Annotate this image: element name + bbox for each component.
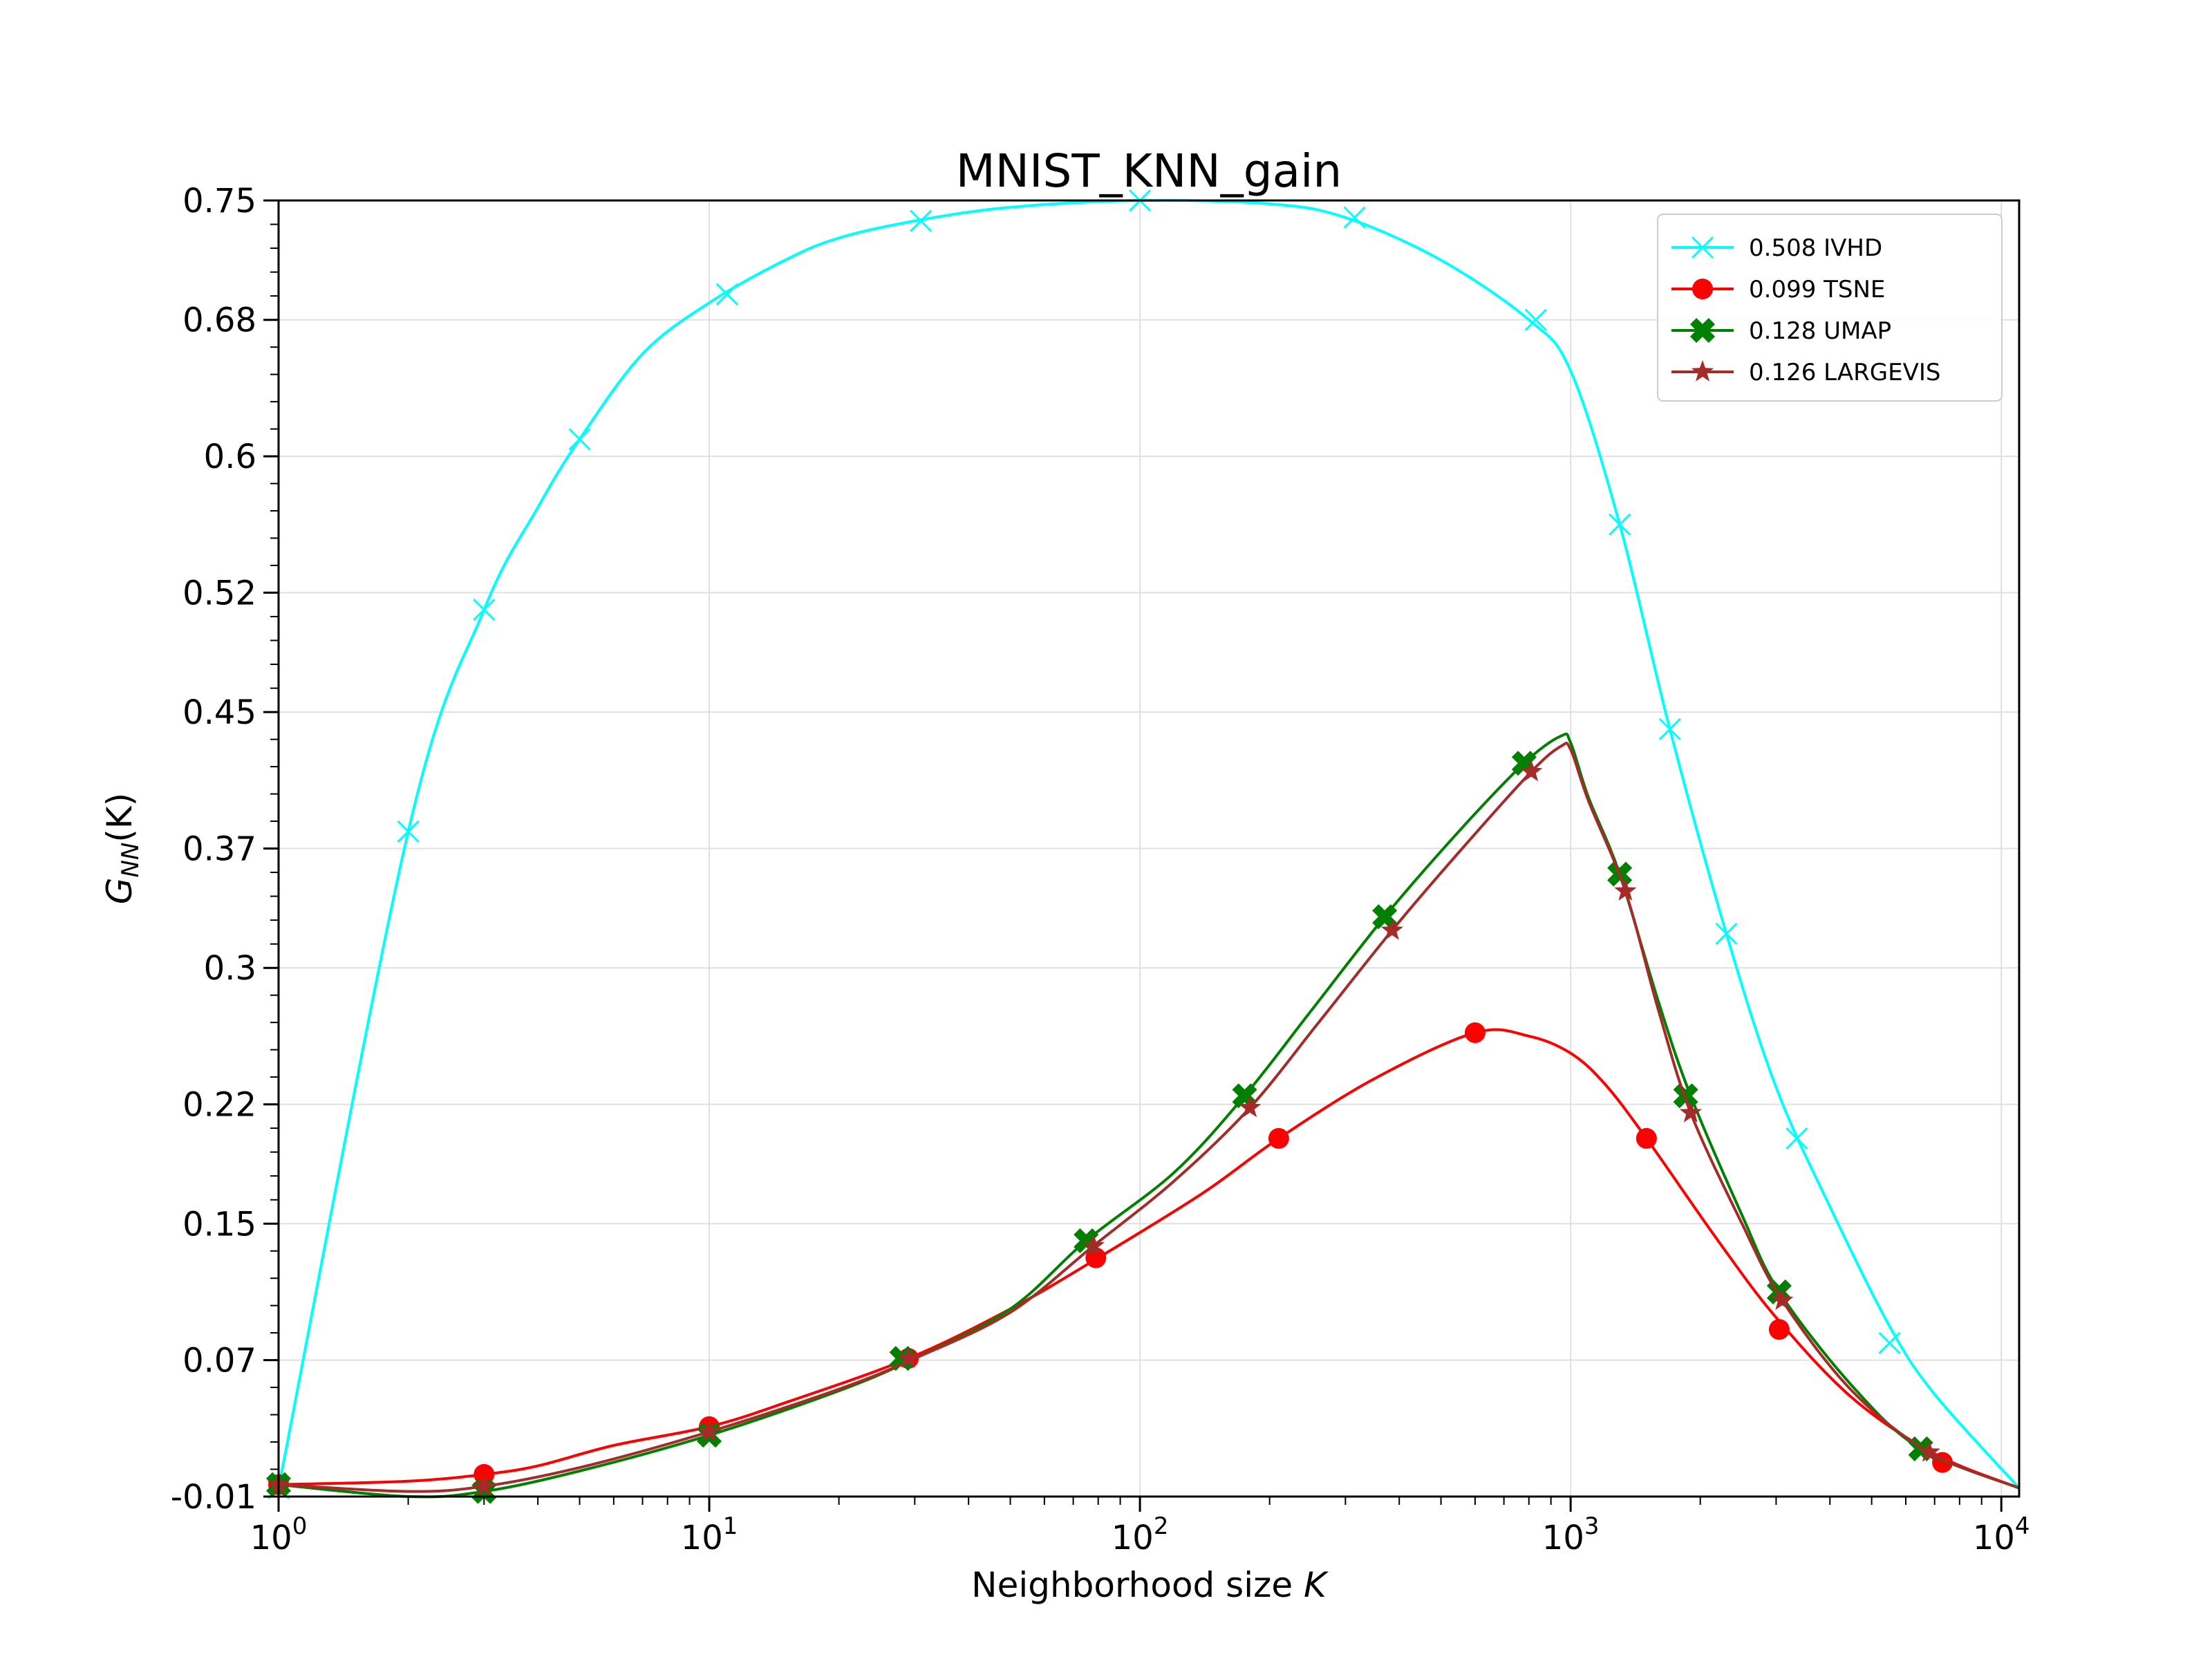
- plot-series: [265, 189, 2021, 1504]
- y-axis-title-subscript: NN: [117, 843, 144, 878]
- series-point: [397, 820, 420, 843]
- legend-label: 0.099 TSNE: [1749, 276, 1885, 303]
- series-point: [1679, 1100, 1702, 1123]
- x-axis-title-prefix: Neighborhood size: [971, 1565, 1304, 1605]
- series-point: [474, 1463, 495, 1485]
- series-0: [267, 189, 2021, 1499]
- legend-entry-3: 0.126 LARGEVIS: [1671, 359, 1940, 386]
- series-point: [1614, 879, 1637, 901]
- series-point: [1609, 513, 1631, 536]
- series-point: [697, 1420, 721, 1441]
- legend-box: [1657, 214, 2003, 402]
- legend-swatch-marker: [1689, 317, 1716, 344]
- series-line: [278, 1028, 2020, 1490]
- y-tick-label: 0.22: [182, 1086, 256, 1125]
- legend-swatch-marker: [1692, 279, 1713, 299]
- series-point: [1635, 1127, 1657, 1149]
- y-axis-title: GNN(K): [100, 793, 144, 904]
- y-tick-label: 0.75: [182, 182, 256, 221]
- series-point: [897, 1347, 920, 1368]
- y-tick-label: 0.45: [182, 693, 256, 732]
- y-tick-label: 0.15: [182, 1205, 256, 1244]
- series-point: [1524, 308, 1547, 331]
- series-point: [1768, 1319, 1790, 1340]
- legend-entry-0: 0.508 IVHD: [1671, 234, 1882, 262]
- x-tick-label: 103: [1542, 1512, 1600, 1557]
- series-point: [1715, 922, 1738, 945]
- axes: 100 101 102 103 104 -0.01 0.07 0.15 0.22 0.3 0.37 0…: [171, 182, 2030, 1557]
- series-point: [473, 599, 496, 621]
- y-tick-label: -0.01: [171, 1478, 256, 1517]
- legend-label: 0.508 IVHD: [1749, 234, 1882, 262]
- series-point: [715, 283, 738, 306]
- series-point: [473, 1474, 496, 1496]
- legend: 0.508 IVHD 0.099 TSNE 0.128 UMAP 0.126 LARG…: [1657, 214, 2003, 402]
- series-point: [910, 209, 932, 232]
- series-point: [568, 428, 591, 451]
- x-tick-label: 102: [1112, 1512, 1169, 1557]
- series-point: [1464, 1022, 1485, 1043]
- series-point: [1878, 1331, 1901, 1355]
- legend-label: 0.126 LARGEVIS: [1749, 359, 1940, 386]
- x-tick-label: 104: [1973, 1512, 2030, 1557]
- x-tick-label: 100: [250, 1512, 308, 1557]
- legend-label: 0.128 UMAP: [1749, 317, 1891, 345]
- series-point: [1268, 1127, 1289, 1149]
- y-tick-label: 0.68: [182, 301, 256, 340]
- series-point: [1082, 1234, 1105, 1256]
- y-tick-label: 0.07: [182, 1342, 256, 1380]
- series-point: [1343, 206, 1366, 229]
- series-point: [1918, 1440, 1940, 1462]
- series-point: [1658, 718, 1681, 740]
- legend-swatch-marker: [1691, 236, 1714, 259]
- series-point: [1239, 1096, 1262, 1118]
- series-point: [1085, 1247, 1107, 1268]
- series-point: [1771, 1288, 1794, 1310]
- x-tick-label: 101: [681, 1512, 738, 1557]
- series-line: [277, 198, 2021, 1490]
- legend-entry-2: 0.128 UMAP: [1671, 317, 1891, 345]
- y-tick-label: 0.52: [182, 574, 256, 612]
- y-axis-title-main: G: [100, 877, 140, 904]
- x-axis-title: Neighborhood size K: [971, 1565, 1329, 1605]
- legend-entry-1: 0.099 TSNE: [1671, 276, 1885, 303]
- y-tick-label: 0.3: [204, 949, 256, 988]
- series-point: [1520, 760, 1543, 782]
- x-axis-title-variable: K: [1304, 1565, 1329, 1605]
- chart-title: MNIST_KNN_gain: [956, 144, 1342, 198]
- series-point: [1380, 918, 1403, 940]
- legend-swatch-marker: [1691, 360, 1714, 382]
- y-axis-title-argument: (K): [100, 793, 140, 843]
- series-point: [1785, 1127, 1808, 1150]
- y-tick-label: 0.6: [204, 438, 256, 476]
- y-tick-label: 0.37: [182, 830, 256, 869]
